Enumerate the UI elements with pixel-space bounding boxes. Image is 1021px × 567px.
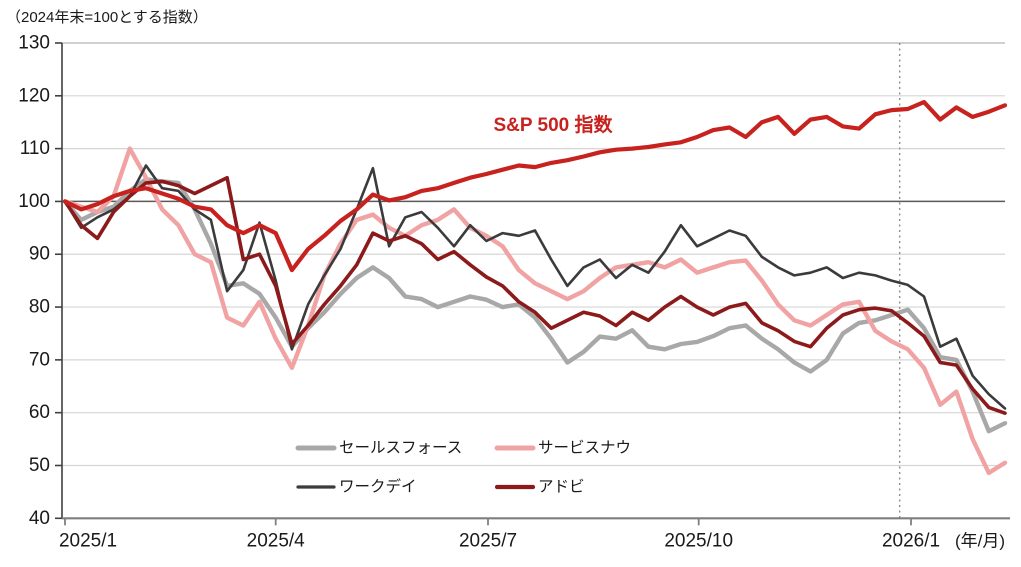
y-axis-label: 60 — [29, 402, 50, 423]
x-axis-label: 2025/4 — [247, 530, 306, 551]
y-axis-label: 100 — [18, 191, 50, 212]
x-axis-label: 2025/1 — [59, 530, 117, 551]
series-line-sp500 — [62, 99, 1008, 273]
y-axis-label: 80 — [29, 297, 50, 318]
x-axis-label: 2026/1 — [882, 530, 940, 551]
series-line-servicenow — [62, 146, 1008, 476]
x-axis-unit-label: (年/月) — [955, 531, 1005, 550]
legend-label-workday: ワークデイ — [339, 477, 417, 496]
series-line-workday — [63, 164, 1007, 410]
legend-label-salesforce: セールスフォース — [339, 440, 462, 457]
legend-label-servicenow: サービスナウ — [538, 439, 631, 457]
x-axis-label: 2025/7 — [459, 530, 517, 551]
y-axis-label: 70 — [29, 349, 50, 370]
chart-title: （2024年末=100とする指数） — [6, 9, 208, 26]
y-axis-label: 50 — [29, 455, 50, 476]
legend-label-adobe: アドビ — [538, 478, 585, 496]
series-line-adobe — [63, 175, 1007, 416]
y-axis-label: 90 — [29, 244, 50, 265]
sp500-series-label: S&P 500 指数 — [494, 113, 614, 136]
y-axis-label: 40 — [29, 508, 50, 529]
y-axis-label: 120 — [18, 85, 50, 106]
y-axis-label: 110 — [20, 138, 50, 159]
y-axis-label: 130 — [18, 33, 50, 54]
x-axis-label: 2025/10 — [664, 530, 733, 551]
